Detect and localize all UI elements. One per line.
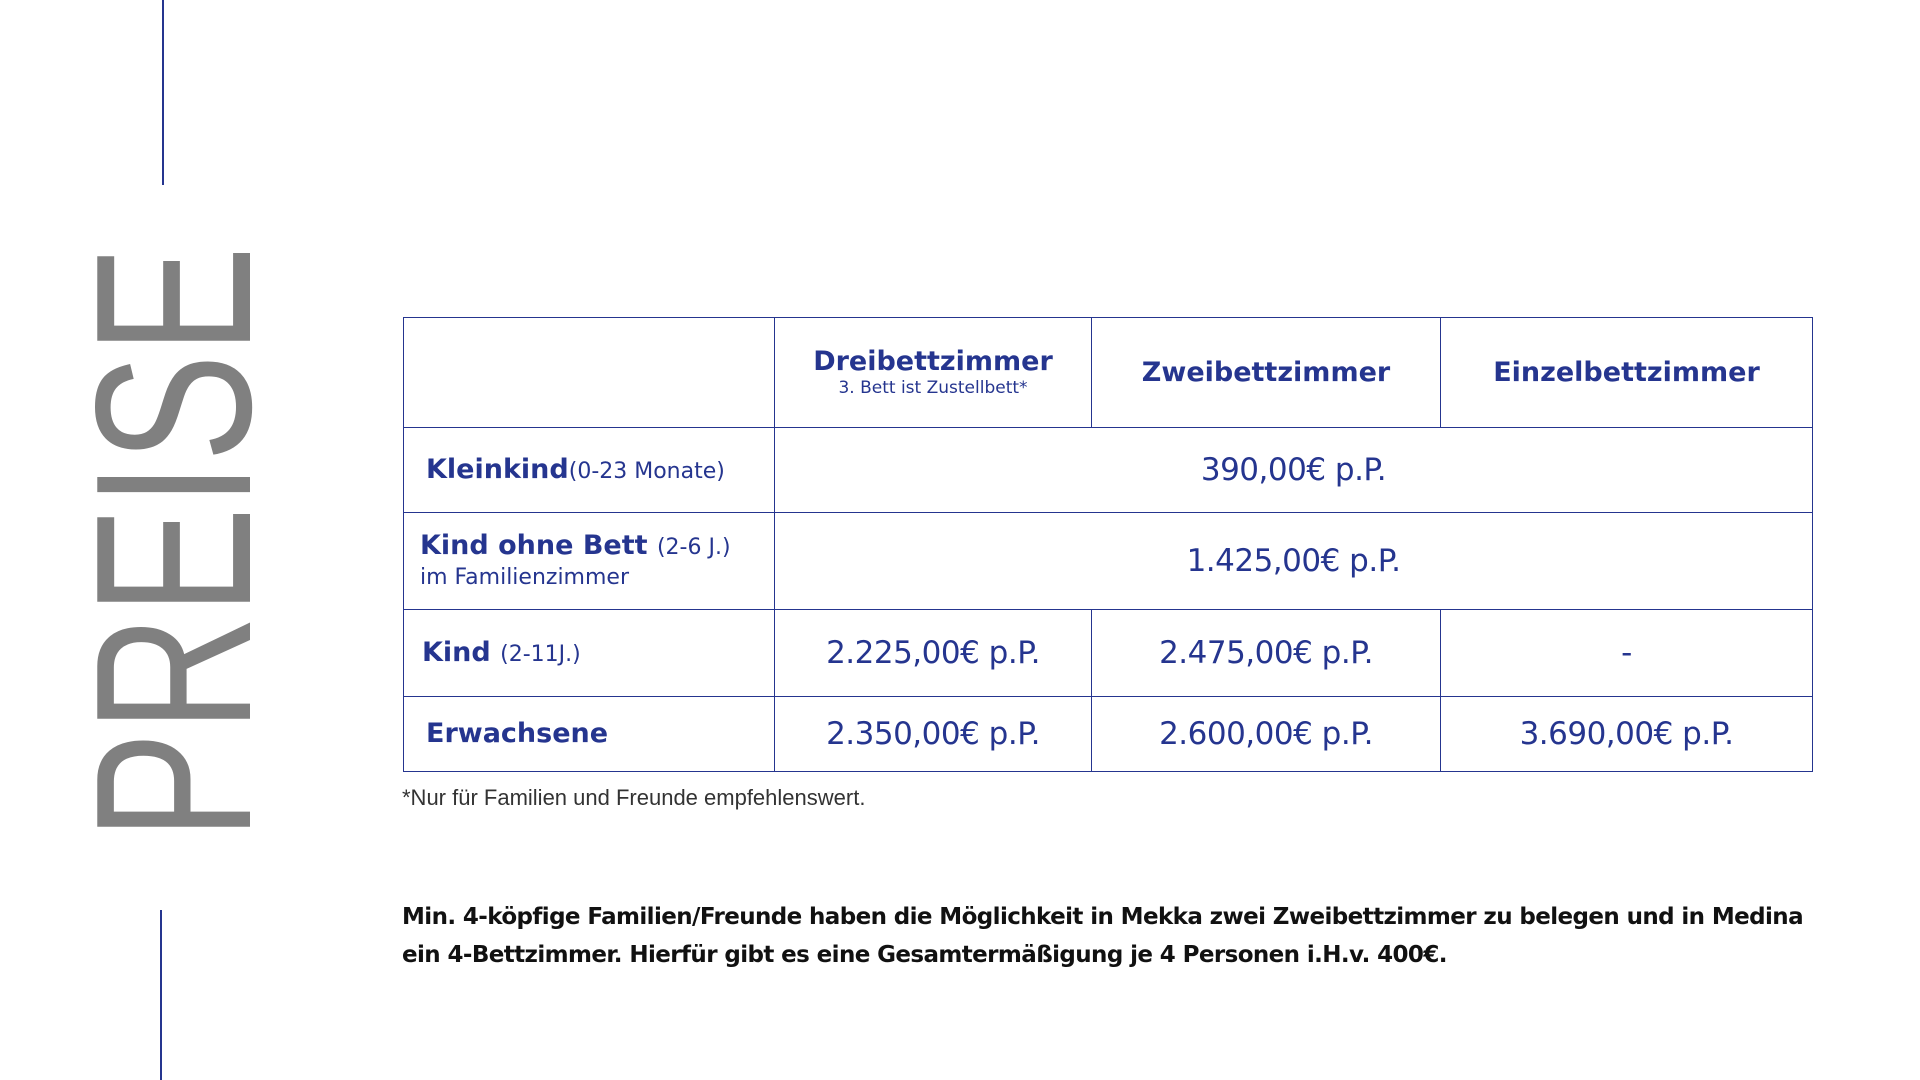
side-title: PREISE — [60, 246, 270, 840]
footnote: *Nur für Familien und Freunde empfehlens… — [402, 785, 866, 810]
price-cell-merged: 1.425,00€ p.P. — [774, 512, 1813, 610]
table-row: Kind (2-11J.) 2.225,00€ p.P. 2.475,00€ p… — [403, 609, 1813, 697]
price-table: Dreibettzimmer 3. Bett ist Zustellbett* Z… — [403, 317, 1813, 772]
row-label: Kind ohne Bett (2-6 J.) im Familienzimmer — [403, 512, 775, 610]
row-label-text: Kind — [422, 637, 491, 669]
table-row: Erwachsene 2.350,00€ p.P. 2.600,00€ p.P.… — [403, 696, 1813, 772]
row-label-text: Kind ohne Bett — [420, 530, 648, 562]
price-cell: 2.475,00€ p.P. — [1091, 609, 1441, 697]
row-label: Kleinkind(0-23 Monate) — [403, 427, 775, 513]
bottom-divider-line — [160, 910, 162, 1080]
side-title-text: PREISE — [60, 246, 270, 840]
price-cell: 3.690,00€ p.P. — [1440, 696, 1813, 772]
table-row: Kind ohne Bett (2-6 J.) im Familienzimmer… — [403, 512, 1813, 610]
header-dreibettzimmer: Dreibettzimmer 3. Bett ist Zustellbett* — [774, 317, 1092, 428]
header-label: Zweibettzimmer — [1141, 356, 1391, 388]
row-age: (0-23 Monate) — [568, 459, 725, 485]
family-discount-note: Min. 4-köpfige Familien/Freunde haben di… — [402, 904, 1804, 968]
top-divider-line — [162, 0, 164, 185]
table-header-row: Dreibettzimmer 3. Bett ist Zustellbett* Z… — [403, 317, 1813, 428]
header-einzelbettzimmer: Einzelbettzimmer — [1440, 317, 1813, 428]
header-sub: 3. Bett ist Zustellbett* — [838, 378, 1028, 398]
table-row: Kleinkind(0-23 Monate) 390,00€ p.P. — [403, 427, 1813, 513]
price-cell: - — [1440, 609, 1813, 697]
row-label-text: Kleinkind — [426, 454, 569, 486]
row-age: (2-11J.) — [500, 642, 581, 668]
price-cell: 2.350,00€ p.P. — [774, 696, 1092, 772]
row-label-text: Erwachsene — [426, 718, 609, 750]
header-label: Dreibettzimmer — [813, 346, 1053, 378]
row-age: (2-6 J.) — [656, 535, 731, 561]
header-empty — [403, 317, 775, 428]
row-extra: im Familienzimmer — [420, 565, 629, 590]
price-cell-merged: 390,00€ p.P. — [774, 427, 1813, 513]
price-cell: 2.225,00€ p.P. — [774, 609, 1092, 697]
header-zweibettzimmer: Zweibettzimmer — [1091, 317, 1441, 428]
header-label: Einzelbettzimmer — [1493, 356, 1760, 388]
row-label: Erwachsene — [403, 696, 775, 772]
row-label: Kind (2-11J.) — [403, 609, 775, 697]
price-cell: 2.600,00€ p.P. — [1091, 696, 1441, 772]
